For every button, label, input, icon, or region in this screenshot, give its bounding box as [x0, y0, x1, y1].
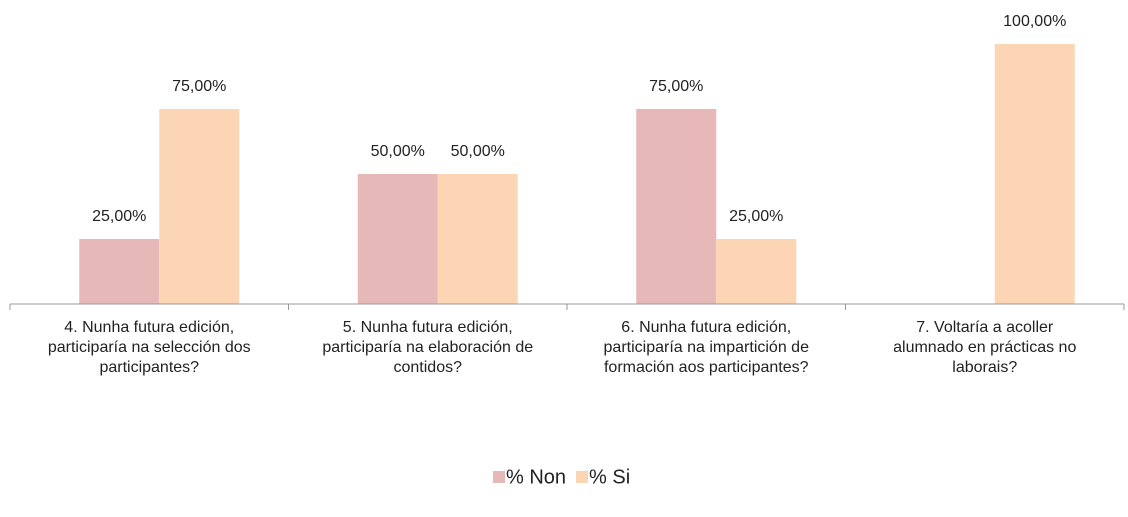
x-tick-label: participaría na selección dos: [48, 339, 251, 356]
x-tick-label: participantes?: [99, 359, 199, 376]
bar: [357, 174, 438, 304]
x-tick-label: alumnado en prácticas no: [893, 339, 1076, 356]
legend-swatch: [493, 471, 505, 483]
legend-label: % Non: [506, 466, 566, 488]
x-tick-label: 5. Nunha futura edición,: [343, 319, 513, 336]
x-tick-label: 7. Voltaría a acoller: [916, 319, 1054, 336]
value-label: 50,00%: [451, 143, 505, 160]
value-label: 100,00%: [1003, 13, 1066, 30]
bar: [994, 44, 1075, 304]
value-label: 25,00%: [729, 208, 783, 225]
bar: [716, 239, 797, 304]
value-label: 50,00%: [371, 143, 425, 160]
bar: [79, 239, 160, 304]
bar: [159, 109, 240, 304]
x-tick-label: contidos?: [394, 359, 463, 376]
x-tick-label: participaría na elaboración de: [322, 339, 533, 356]
x-tick-label: laborais?: [952, 359, 1017, 376]
value-label: 75,00%: [649, 78, 703, 95]
value-label: 75,00%: [172, 78, 226, 95]
x-tick-label: 4. Nunha futura edición,: [64, 319, 234, 336]
x-tick-label: participaría na impartición de: [604, 339, 810, 356]
bar: [636, 109, 717, 304]
x-tick-label: 6. Nunha futura edición,: [621, 319, 791, 336]
bar: [437, 174, 518, 304]
legend-swatch: [576, 471, 589, 483]
x-tick-label: formación aos participantes?: [604, 359, 809, 376]
value-label: 25,00%: [92, 208, 146, 225]
legend-label: % Si: [589, 466, 630, 488]
